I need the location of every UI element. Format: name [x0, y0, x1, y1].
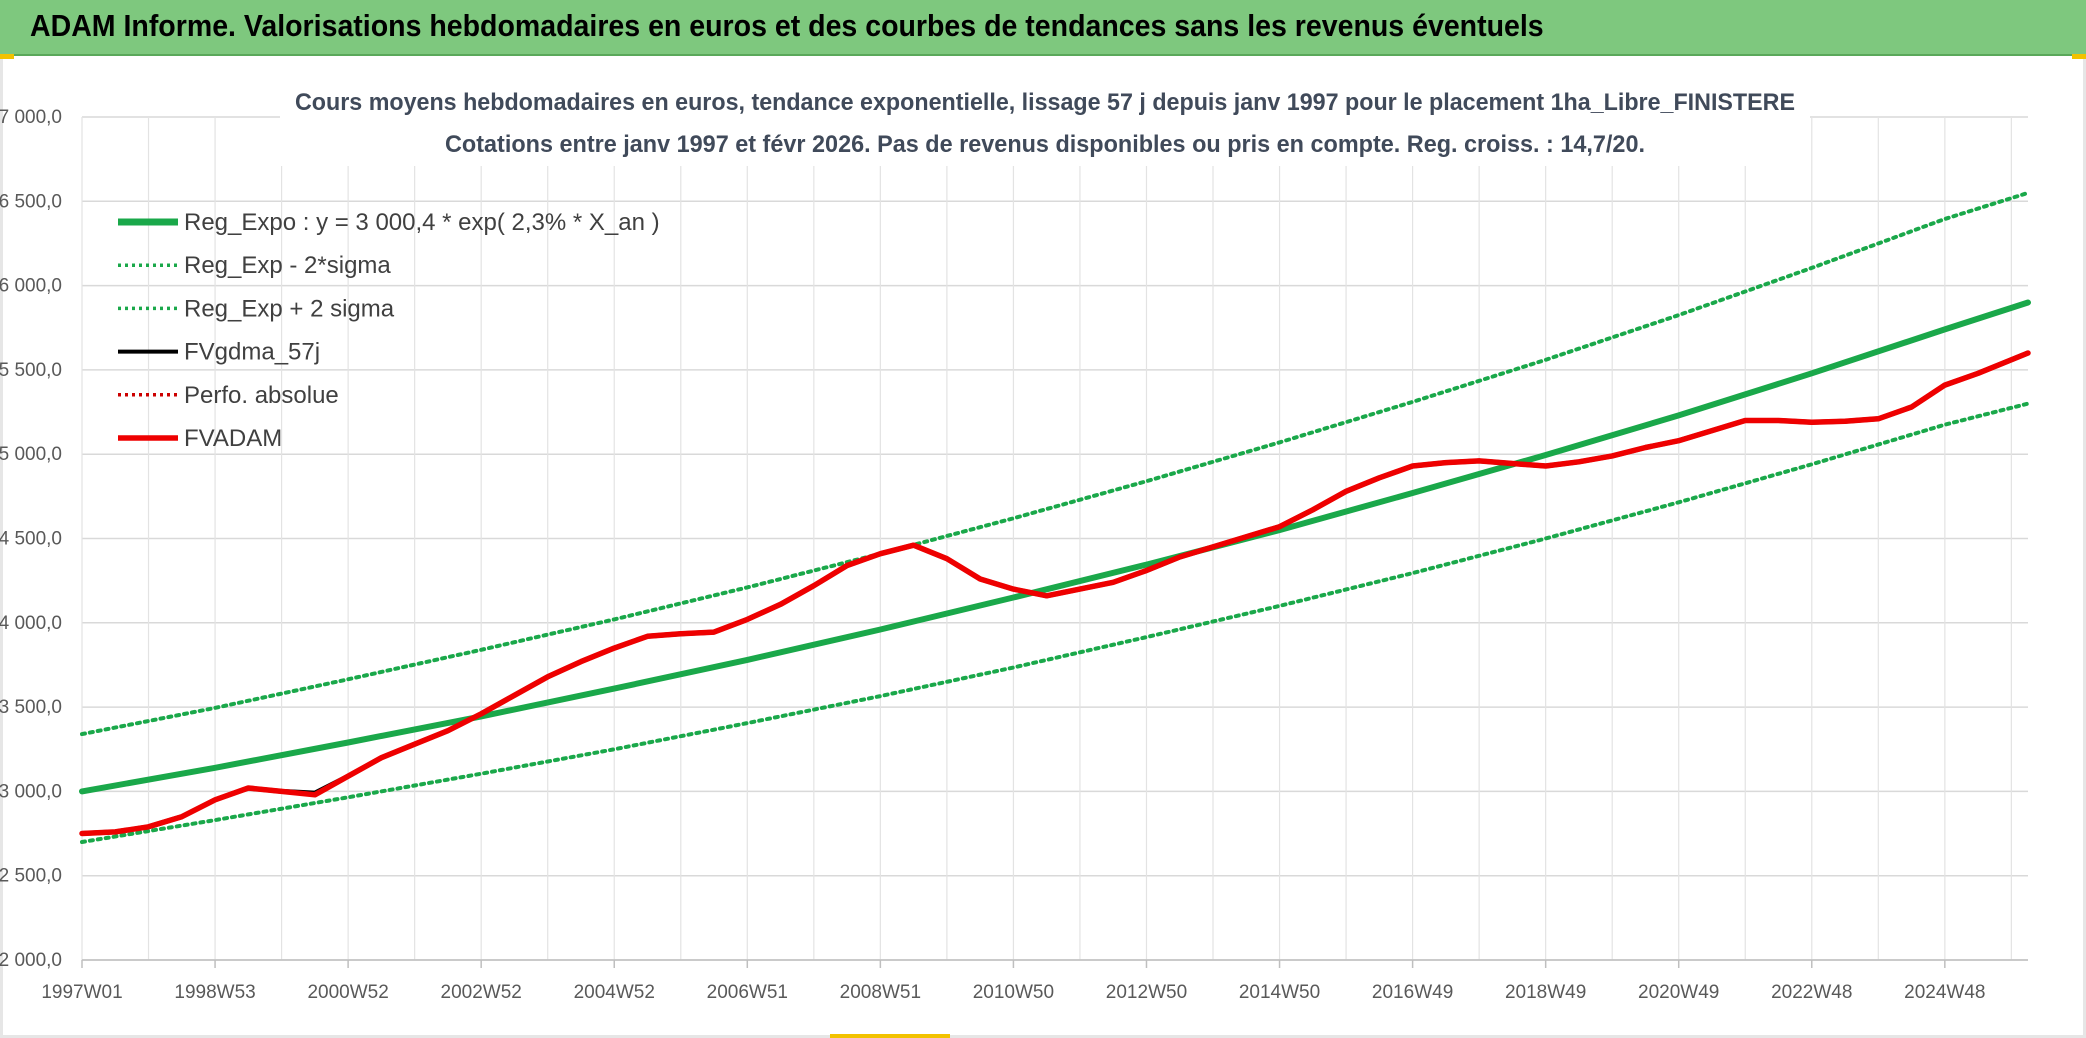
x-tick-label: 1998W53: [174, 982, 255, 1003]
x-tick-label: 2010W50: [973, 982, 1054, 1003]
legend-entry-label: Reg_Exp + 2 sigma: [184, 295, 395, 322]
series-line-2: [80, 190, 2030, 737]
y-tick-label: 4 500,0: [0, 529, 62, 550]
x-tick-label: 2002W52: [441, 982, 522, 1003]
series-line-5: [79, 350, 2031, 837]
x-tick-label: 2000W52: [307, 982, 388, 1003]
y-tick-label: 6 500,0: [0, 191, 62, 212]
corner-mark-top-left: [0, 54, 14, 59]
y-tick-label: 3 000,0: [0, 781, 62, 802]
report-title: ADAM Informe. Valorisations hebdomadaire…: [30, 8, 1544, 43]
chart-legend: Reg_Expo : y = 3 000,4 * exp( 2,3% * X_a…: [118, 209, 660, 452]
y-tick-label: 6 000,0: [0, 276, 62, 297]
x-tick-label: 2012W50: [1106, 982, 1187, 1003]
legend-entry-label: Perfo. absolue: [184, 382, 339, 409]
chart-title: Cours moyens hebdomadaires en euros, ten…: [295, 89, 1795, 116]
x-tick-label: 2006W51: [707, 982, 788, 1003]
corner-mark-top-right: [2072, 54, 2086, 59]
y-tick-label: 2 000,0: [0, 950, 62, 971]
y-tick-label: 7 000,0: [0, 107, 62, 128]
y-tick-label: 4 000,0: [0, 613, 62, 634]
x-tick-label: 2022W48: [1771, 982, 1852, 1003]
legend-entry-label: Reg_Expo : y = 3 000,4 * exp( 2,3% * X_a…: [184, 209, 660, 236]
report-banner: ADAM Informe. Valorisations hebdomadaire…: [0, 0, 2086, 56]
legend-entry-label: FVgdma_57j: [184, 339, 320, 366]
x-tick-label: 2016W49: [1372, 982, 1453, 1003]
y-tick-label: 5 000,0: [0, 444, 62, 465]
chart-grid: [81, 116, 2028, 961]
legend-entry-label: Reg_Exp - 2*sigma: [184, 252, 391, 279]
x-tick-label: 1997W01: [41, 982, 122, 1003]
x-tick-label: 2024W48: [1904, 982, 1985, 1003]
series-line-0: [79, 299, 2031, 795]
y-tick-label: 2 500,0: [0, 866, 62, 887]
corner-mark-bottom-center: [830, 1034, 950, 1038]
y-tick-label: 3 500,0: [0, 697, 62, 718]
title-background: [280, 80, 1810, 166]
series-line-1: [80, 401, 2030, 844]
x-tick-label: 2008W51: [840, 982, 921, 1003]
y-tick-label: 5 500,0: [0, 360, 62, 381]
x-tick-label: 2020W49: [1638, 982, 1719, 1003]
legend-entry-label: FVADAM: [184, 425, 282, 452]
chart-axes: 2 000,0 2 500,0 3 000,0 3 500,0 4 000,0 4 500…: [0, 107, 2028, 1003]
chart-subtitle: Cotations entre janv 1997 et févr 2026. …: [445, 131, 1645, 158]
x-tick-label: 2014W50: [1239, 982, 1320, 1003]
x-tick-label: 2004W52: [574, 982, 655, 1003]
x-tick-label: 2018W49: [1505, 982, 1586, 1003]
chart-series: [79, 190, 2031, 844]
